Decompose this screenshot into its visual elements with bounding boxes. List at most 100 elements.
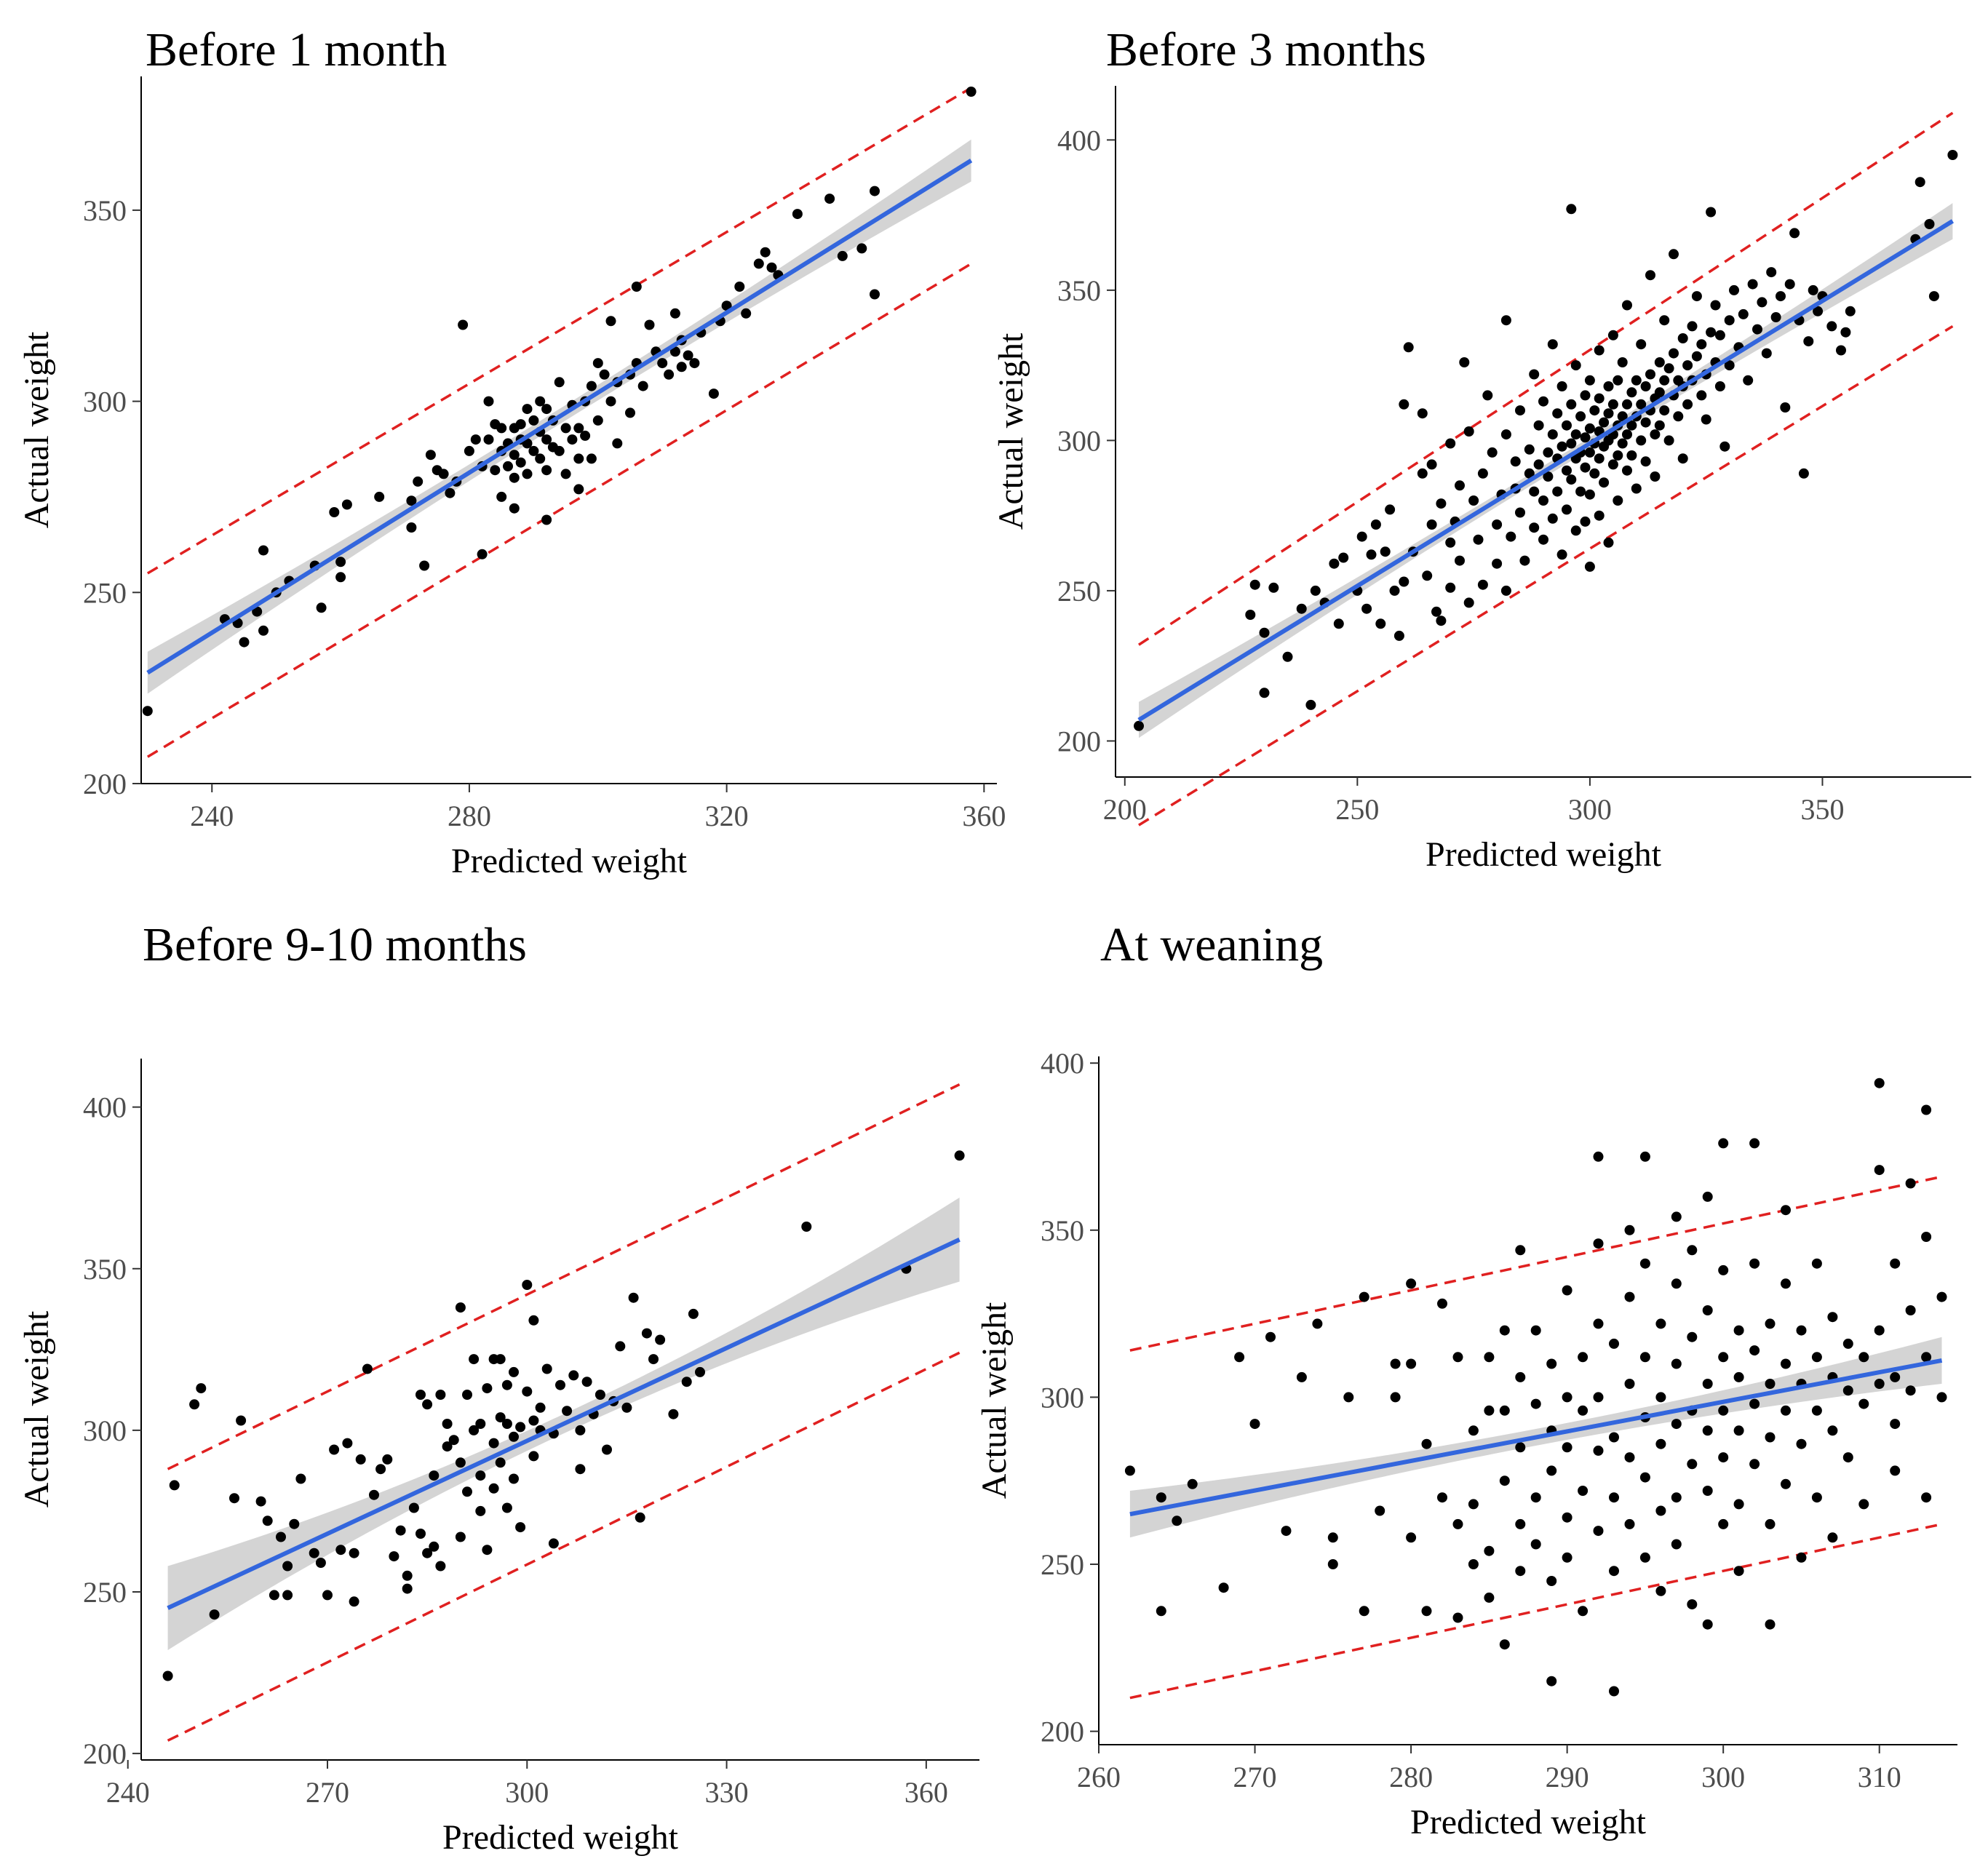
- data-point: [422, 1399, 433, 1410]
- prediction-band-lower: [146, 262, 972, 758]
- data-point: [1636, 399, 1647, 410]
- data-point: [1749, 1459, 1760, 1470]
- data-point: [509, 1366, 519, 1377]
- data-point: [1580, 516, 1591, 527]
- data-point: [1609, 1492, 1619, 1503]
- data-point: [1406, 1532, 1417, 1543]
- regression-line: [167, 1238, 961, 1610]
- data-point: [1671, 1539, 1682, 1550]
- y-tick-label: 400: [83, 1091, 127, 1124]
- data-point: [496, 491, 507, 502]
- data-point: [438, 469, 449, 479]
- data-point: [1749, 1258, 1760, 1269]
- data-point: [369, 1489, 379, 1500]
- data-point: [734, 282, 745, 292]
- data-point: [1515, 507, 1525, 518]
- data-point: [1659, 405, 1670, 416]
- data-point: [169, 1480, 180, 1491]
- data-point: [1749, 1398, 1760, 1409]
- data-point: [688, 1308, 699, 1319]
- data-point: [605, 316, 616, 327]
- data-point: [1538, 396, 1548, 407]
- data-point: [1702, 1379, 1713, 1389]
- data-point: [870, 186, 880, 196]
- data-point: [1575, 411, 1586, 422]
- data-point: [469, 1425, 480, 1435]
- data-point: [458, 319, 469, 330]
- x-tick-label: 290: [1546, 1761, 1589, 1793]
- data-point: [1947, 150, 1958, 160]
- data-point: [1484, 1545, 1495, 1556]
- data-point: [1827, 1312, 1838, 1323]
- data-point: [1811, 1258, 1822, 1269]
- data-point: [644, 319, 655, 330]
- data-point: [1650, 429, 1661, 440]
- data-point: [592, 358, 603, 369]
- data-point: [1452, 1612, 1463, 1623]
- data-point: [1403, 342, 1414, 353]
- y-axis-label: Actual weight: [17, 1310, 56, 1507]
- data-point: [1538, 534, 1548, 545]
- data-point: [1655, 1438, 1666, 1449]
- data-point: [1562, 465, 1572, 476]
- y-tick-label: 250: [83, 1576, 127, 1609]
- data-point: [335, 1545, 346, 1556]
- data-point: [1687, 1331, 1698, 1342]
- data-point: [1455, 555, 1465, 566]
- data-point: [766, 262, 777, 273]
- data-point: [1796, 1325, 1807, 1336]
- data-point: [528, 415, 539, 426]
- data-point: [1422, 570, 1433, 581]
- data-point: [586, 381, 597, 391]
- x-tick-label: 300: [505, 1776, 549, 1809]
- data-point: [1134, 720, 1144, 731]
- data-point: [1566, 399, 1577, 410]
- y-tick-label: 350: [1041, 1214, 1084, 1247]
- data-point: [1626, 450, 1637, 461]
- regression-line: [1137, 219, 1955, 722]
- data-point: [1380, 546, 1391, 557]
- data-point: [455, 1302, 466, 1313]
- data-point: [1781, 1405, 1791, 1416]
- data-point: [1546, 1676, 1557, 1686]
- data-point: [1484, 1352, 1495, 1363]
- data-point: [1338, 552, 1349, 563]
- y-axis-label: Actual weight: [992, 332, 1030, 530]
- data-point: [824, 194, 835, 204]
- data-point: [1677, 453, 1688, 464]
- y-axis-label: Actual weight: [17, 331, 56, 528]
- data-point: [1575, 486, 1586, 497]
- data-point: [316, 602, 327, 613]
- data-point: [408, 1502, 419, 1513]
- data-point: [592, 415, 603, 426]
- y-tick-label: 300: [1057, 424, 1101, 457]
- data-point: [695, 1366, 705, 1377]
- data-point: [1622, 300, 1632, 311]
- data-point: [1921, 1492, 1932, 1503]
- data-point: [1327, 1532, 1338, 1543]
- data-point: [1533, 420, 1544, 431]
- data-point: [1436, 616, 1447, 626]
- data-point: [1673, 411, 1684, 422]
- data-point: [1613, 450, 1623, 461]
- data-point: [1578, 1405, 1589, 1416]
- x-axis-label: Predicted weight: [451, 842, 688, 880]
- data-point: [469, 1354, 480, 1365]
- data-point: [1593, 1151, 1604, 1162]
- data-point: [1359, 1606, 1369, 1617]
- x-tick-label: 360: [962, 800, 1006, 832]
- data-point: [1593, 1318, 1604, 1329]
- data-point: [1187, 1478, 1198, 1489]
- data-point: [669, 308, 680, 319]
- data-point: [1594, 510, 1605, 521]
- data-point: [1580, 432, 1591, 443]
- data-point: [1718, 1352, 1729, 1363]
- data-point: [522, 1386, 533, 1397]
- data-point: [1845, 306, 1856, 316]
- data-point: [792, 209, 803, 220]
- data-point: [1529, 522, 1540, 533]
- panel-title: Before 9-10 months: [143, 918, 527, 971]
- data-point: [1333, 618, 1344, 629]
- data-point: [1584, 561, 1595, 572]
- data-point: [541, 1363, 552, 1374]
